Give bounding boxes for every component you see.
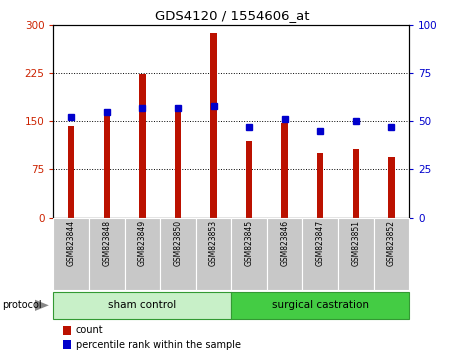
Bar	[352, 149, 359, 218]
Text: GSM823847: GSM823847	[316, 220, 325, 266]
Bar	[374, 218, 409, 290]
Text: GSM823849: GSM823849	[138, 220, 147, 266]
Text: GSM823844: GSM823844	[67, 220, 76, 266]
Text: GSM823846: GSM823846	[280, 220, 289, 266]
Bar	[232, 218, 267, 290]
Bar	[139, 74, 146, 218]
Text: GDS4120 / 1554606_at: GDS4120 / 1554606_at	[155, 9, 310, 22]
Bar	[267, 218, 303, 290]
Bar	[388, 156, 395, 218]
Bar	[338, 218, 374, 290]
Bar	[53, 292, 232, 319]
Polygon shape	[35, 299, 49, 311]
Bar	[53, 218, 89, 290]
Bar	[303, 218, 338, 290]
Bar	[232, 292, 409, 319]
Text: GSM823850: GSM823850	[173, 220, 182, 266]
Text: percentile rank within the sample: percentile rank within the sample	[76, 339, 241, 349]
Text: GSM823845: GSM823845	[245, 220, 253, 266]
Text: GSM823853: GSM823853	[209, 220, 218, 266]
Text: sham control: sham control	[108, 300, 177, 310]
Text: protocol: protocol	[2, 300, 42, 310]
Text: count: count	[76, 325, 103, 335]
Text: GSM823852: GSM823852	[387, 220, 396, 266]
Bar	[175, 105, 181, 218]
Bar	[196, 218, 232, 290]
Bar	[89, 218, 125, 290]
Bar	[104, 114, 110, 218]
Bar	[246, 141, 252, 218]
Bar	[317, 153, 324, 218]
Bar	[68, 126, 74, 218]
Text: GSM823851: GSM823851	[352, 220, 360, 266]
Bar	[210, 33, 217, 218]
Text: GSM823848: GSM823848	[102, 220, 111, 266]
Bar	[160, 218, 196, 290]
Text: surgical castration: surgical castration	[272, 300, 369, 310]
Bar	[125, 218, 160, 290]
Bar	[281, 122, 288, 218]
